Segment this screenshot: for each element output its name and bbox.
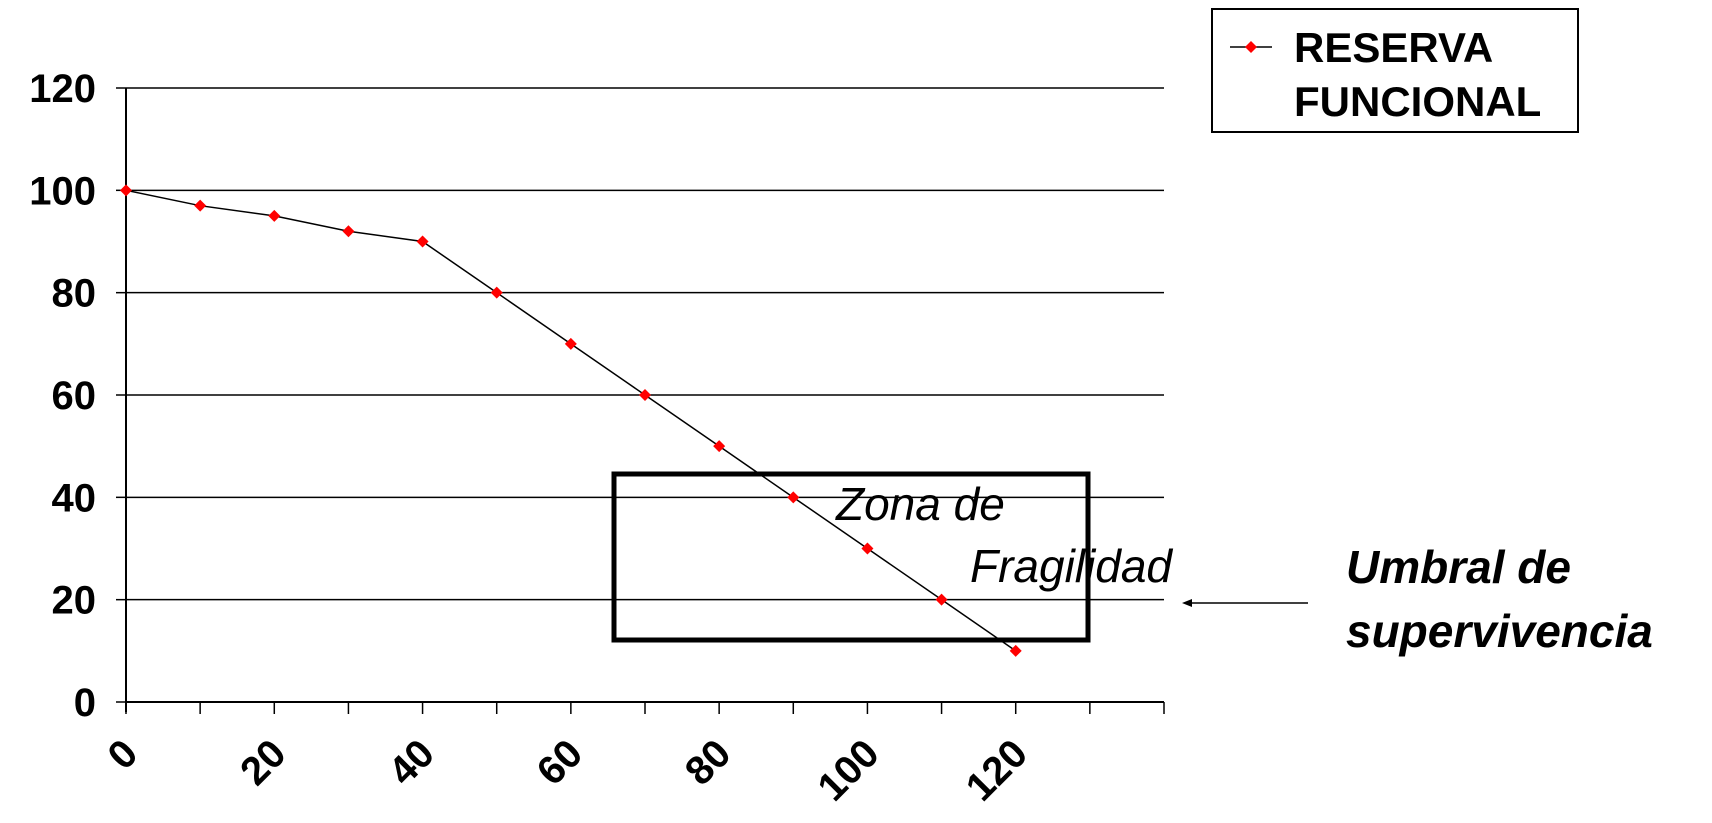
data-point bbox=[1009, 644, 1022, 657]
survival-threshold-annotation: Umbral de supervivencia bbox=[1182, 541, 1653, 657]
zone-label-line1: Zona de bbox=[835, 478, 1005, 530]
x-tick-labels: 0 20 40 60 80 100 120 bbox=[100, 731, 1037, 809]
data-point bbox=[564, 337, 577, 350]
fragility-zone: Zona de Fragilidad bbox=[611, 471, 1173, 643]
gridlines bbox=[126, 87, 1164, 601]
data-point bbox=[342, 225, 355, 238]
y-tick-label: 120 bbox=[29, 67, 96, 111]
data-point bbox=[639, 389, 651, 401]
data-point bbox=[194, 199, 207, 212]
legend: RESERVA FUNCIONAL bbox=[1211, 8, 1579, 133]
arrow-head-icon bbox=[1182, 599, 1192, 607]
legend-label-line2: FUNCIONAL bbox=[1294, 78, 1541, 125]
data-point bbox=[787, 491, 800, 504]
zone-label-line2: Fragilidad bbox=[970, 540, 1173, 592]
data-point bbox=[416, 235, 429, 248]
umbral-label-line1: Umbral de bbox=[1346, 541, 1571, 593]
legend-label-line1: RESERVA bbox=[1294, 24, 1493, 71]
x-tick-label: 80 bbox=[677, 731, 740, 794]
legend-box bbox=[1211, 8, 1579, 133]
y-tick-label: 0 bbox=[74, 681, 96, 725]
data-point bbox=[490, 286, 503, 299]
x-tick-label: 100 bbox=[809, 731, 887, 809]
x-tick-label: 20 bbox=[232, 731, 295, 794]
data-point bbox=[120, 184, 132, 197]
series-line bbox=[125, 189, 1017, 652]
x-tick-label: 60 bbox=[529, 731, 592, 794]
y-tick-label: 100 bbox=[29, 169, 96, 213]
fragility-zone-box bbox=[611, 471, 1091, 643]
x-tick-label: 0 bbox=[100, 731, 147, 778]
y-tick-label: 20 bbox=[52, 579, 97, 623]
data-point bbox=[268, 209, 281, 222]
data-point bbox=[713, 440, 726, 453]
y-tick-label: 40 bbox=[52, 476, 97, 520]
legend-marker-icon bbox=[1245, 41, 1257, 53]
y-tick-label: 60 bbox=[52, 374, 97, 418]
x-tick-label: 120 bbox=[958, 731, 1036, 809]
y-tick-labels: 0 20 40 60 80 100 120 bbox=[29, 67, 96, 725]
axes bbox=[116, 87, 1165, 714]
data-point bbox=[861, 542, 874, 555]
data-point bbox=[935, 593, 948, 606]
y-tick-label: 80 bbox=[52, 272, 97, 316]
series-reserva-funcional bbox=[120, 184, 1022, 657]
x-tick-label: 40 bbox=[380, 731, 443, 794]
umbral-label-line2: supervivencia bbox=[1346, 605, 1653, 657]
